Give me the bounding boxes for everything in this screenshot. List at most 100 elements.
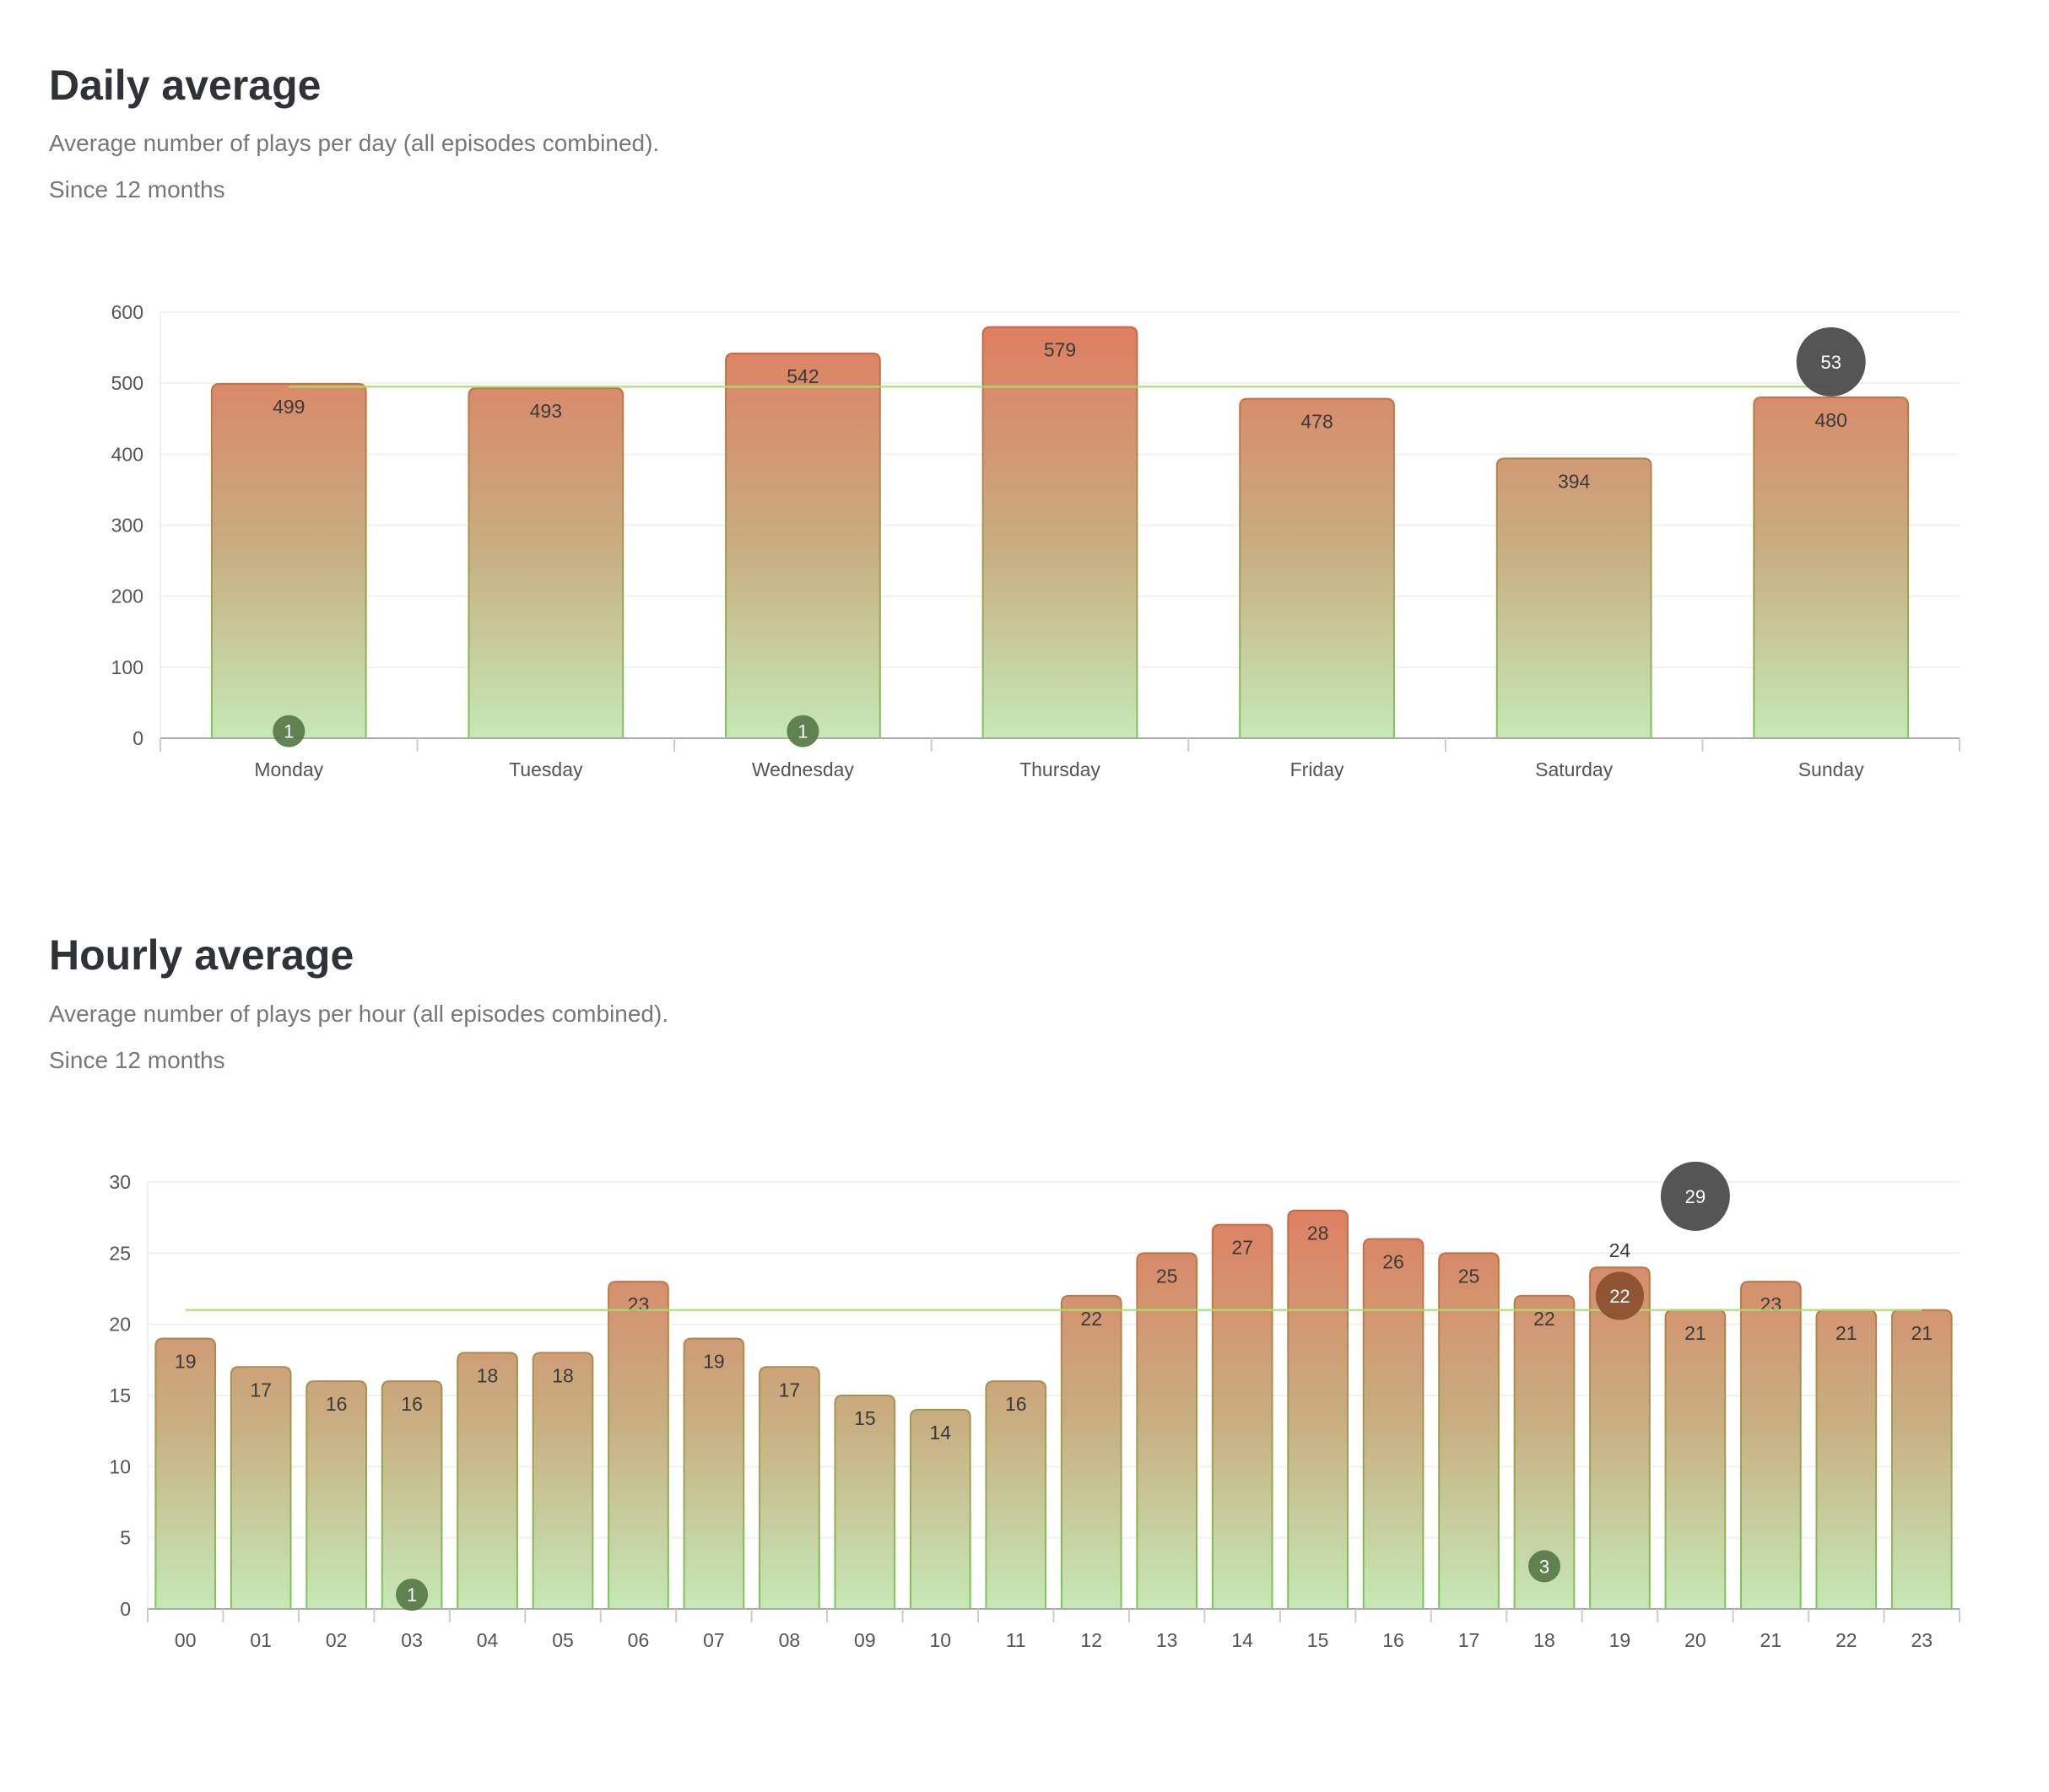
bubble-label: 1 bbox=[797, 721, 808, 742]
bar-23 bbox=[1890, 1309, 1953, 1610]
x-tick-label: 15 bbox=[1307, 1629, 1329, 1651]
bar-14 bbox=[1211, 1223, 1273, 1610]
bar-value-label: 18 bbox=[552, 1364, 574, 1386]
bar-08 bbox=[759, 1366, 820, 1610]
bar-value-label: 23 bbox=[1760, 1293, 1782, 1315]
x-tick-label: 06 bbox=[628, 1629, 650, 1651]
bar-15 bbox=[1287, 1209, 1349, 1610]
bubble-Wednesday bbox=[787, 715, 819, 748]
x-tick-label: Tuesday bbox=[509, 758, 583, 780]
bar-value-label: 24 bbox=[1609, 1239, 1631, 1261]
bar-20 bbox=[1664, 1309, 1727, 1610]
bar-value-label: 16 bbox=[401, 1393, 423, 1415]
x-tick-label: Friday bbox=[1290, 758, 1344, 780]
bar-13 bbox=[1136, 1252, 1198, 1610]
bubble-label: 1 bbox=[284, 721, 294, 742]
x-tick-label: 14 bbox=[1231, 1629, 1253, 1651]
bar-09 bbox=[834, 1395, 896, 1610]
x-tick-label: 04 bbox=[477, 1629, 499, 1651]
bar-10 bbox=[909, 1408, 971, 1610]
y-tick-label: 0 bbox=[120, 1598, 131, 1620]
x-tick-label: 17 bbox=[1458, 1629, 1480, 1651]
bubble-Sunday bbox=[1796, 327, 1866, 397]
bar-03 bbox=[381, 1380, 443, 1610]
bar-value-label: 16 bbox=[1005, 1393, 1027, 1415]
y-tick-label: 5 bbox=[120, 1527, 131, 1549]
x-tick-label: 11 bbox=[1006, 1629, 1026, 1651]
y-tick-label: 200 bbox=[111, 586, 143, 607]
bar-value-label: 21 bbox=[1835, 1322, 1857, 1344]
bar-value-label: 16 bbox=[326, 1393, 348, 1415]
bar-11 bbox=[985, 1380, 1047, 1610]
bubble-label: 22 bbox=[1609, 1286, 1630, 1307]
bubble-18 bbox=[1527, 1550, 1561, 1583]
bar-18 bbox=[1513, 1294, 1576, 1610]
x-tick-label: 10 bbox=[930, 1629, 952, 1651]
x-tick-label: 03 bbox=[401, 1629, 423, 1651]
bubble-19 bbox=[1595, 1271, 1645, 1320]
y-tick-label: 0 bbox=[132, 727, 143, 749]
bar-Sunday bbox=[1753, 397, 1910, 739]
y-tick-label: 100 bbox=[111, 656, 143, 678]
x-tick-label: 23 bbox=[1911, 1629, 1933, 1651]
bar-06 bbox=[608, 1281, 669, 1610]
bubble-label: 1 bbox=[407, 1584, 417, 1606]
hourly-period: Since 12 months bbox=[49, 1047, 225, 1073]
bar-value-label: 17 bbox=[250, 1379, 272, 1401]
bar-value-label: 23 bbox=[628, 1293, 650, 1315]
bar-Wednesday bbox=[725, 352, 881, 739]
bar-00 bbox=[154, 1337, 217, 1610]
bar-value-label: 19 bbox=[175, 1351, 197, 1373]
bar-value-label: 26 bbox=[1382, 1250, 1404, 1272]
bar-value-label: 25 bbox=[1156, 1265, 1178, 1287]
bar-value-label: 15 bbox=[854, 1407, 876, 1429]
bar-16 bbox=[1362, 1238, 1425, 1610]
y-tick-label: 10 bbox=[109, 1455, 131, 1477]
bar-17 bbox=[1438, 1252, 1500, 1610]
bar-value-label: 19 bbox=[703, 1351, 725, 1373]
bar-value-label: 394 bbox=[1558, 470, 1591, 492]
bar-value-label: 480 bbox=[1815, 409, 1847, 431]
x-tick-label: Wednesday bbox=[752, 758, 855, 780]
y-tick-label: 15 bbox=[109, 1384, 131, 1406]
x-tick-label: 07 bbox=[703, 1629, 725, 1651]
x-tick-label: 13 bbox=[1156, 1629, 1178, 1651]
bar-Friday bbox=[1239, 397, 1395, 739]
bar-01 bbox=[230, 1366, 292, 1610]
bar-value-label: 493 bbox=[530, 400, 562, 422]
bar-02 bbox=[305, 1380, 367, 1610]
x-tick-label: 12 bbox=[1080, 1629, 1102, 1651]
daily-subtitle: Average number of plays per day (all epi… bbox=[49, 130, 660, 156]
bar-value-label: 579 bbox=[1044, 339, 1076, 361]
x-tick-label: 08 bbox=[779, 1629, 801, 1651]
hourly-title: Hourly average bbox=[49, 931, 354, 979]
x-tick-label: 21 bbox=[1760, 1629, 1782, 1651]
bubble-label: 53 bbox=[1820, 352, 1841, 373]
hourly-subtitle: Average number of plays per hour (all ep… bbox=[49, 1001, 669, 1027]
x-tick-label: Thursday bbox=[1019, 758, 1100, 780]
bubble-20 bbox=[1660, 1161, 1730, 1231]
y-tick-label: 600 bbox=[111, 301, 143, 323]
daily-period: Since 12 months bbox=[49, 176, 225, 202]
bar-value-label: 18 bbox=[477, 1364, 499, 1386]
bar-value-label: 14 bbox=[930, 1422, 952, 1444]
bar-value-label: 478 bbox=[1300, 411, 1333, 433]
x-tick-label: Monday bbox=[254, 758, 323, 780]
y-tick-label: 400 bbox=[111, 443, 143, 465]
x-tick-label: 16 bbox=[1382, 1629, 1404, 1651]
x-tick-label: 19 bbox=[1609, 1629, 1631, 1651]
bar-Saturday bbox=[1495, 457, 1652, 739]
bubble-Monday bbox=[273, 715, 305, 748]
bar-Thursday bbox=[981, 326, 1138, 739]
bar-value-label: 21 bbox=[1684, 1322, 1706, 1344]
daily-title: Daily average bbox=[49, 62, 322, 109]
bar-Tuesday bbox=[468, 387, 624, 739]
bar-19 bbox=[1589, 1266, 1651, 1610]
bar-value-label: 22 bbox=[1080, 1308, 1102, 1330]
x-tick-label: Sunday bbox=[1798, 758, 1865, 780]
x-tick-label: 20 bbox=[1684, 1629, 1706, 1651]
bar-12 bbox=[1060, 1294, 1122, 1610]
bubble-label: 29 bbox=[1685, 1186, 1706, 1207]
bubble-label: 3 bbox=[1539, 1556, 1549, 1577]
